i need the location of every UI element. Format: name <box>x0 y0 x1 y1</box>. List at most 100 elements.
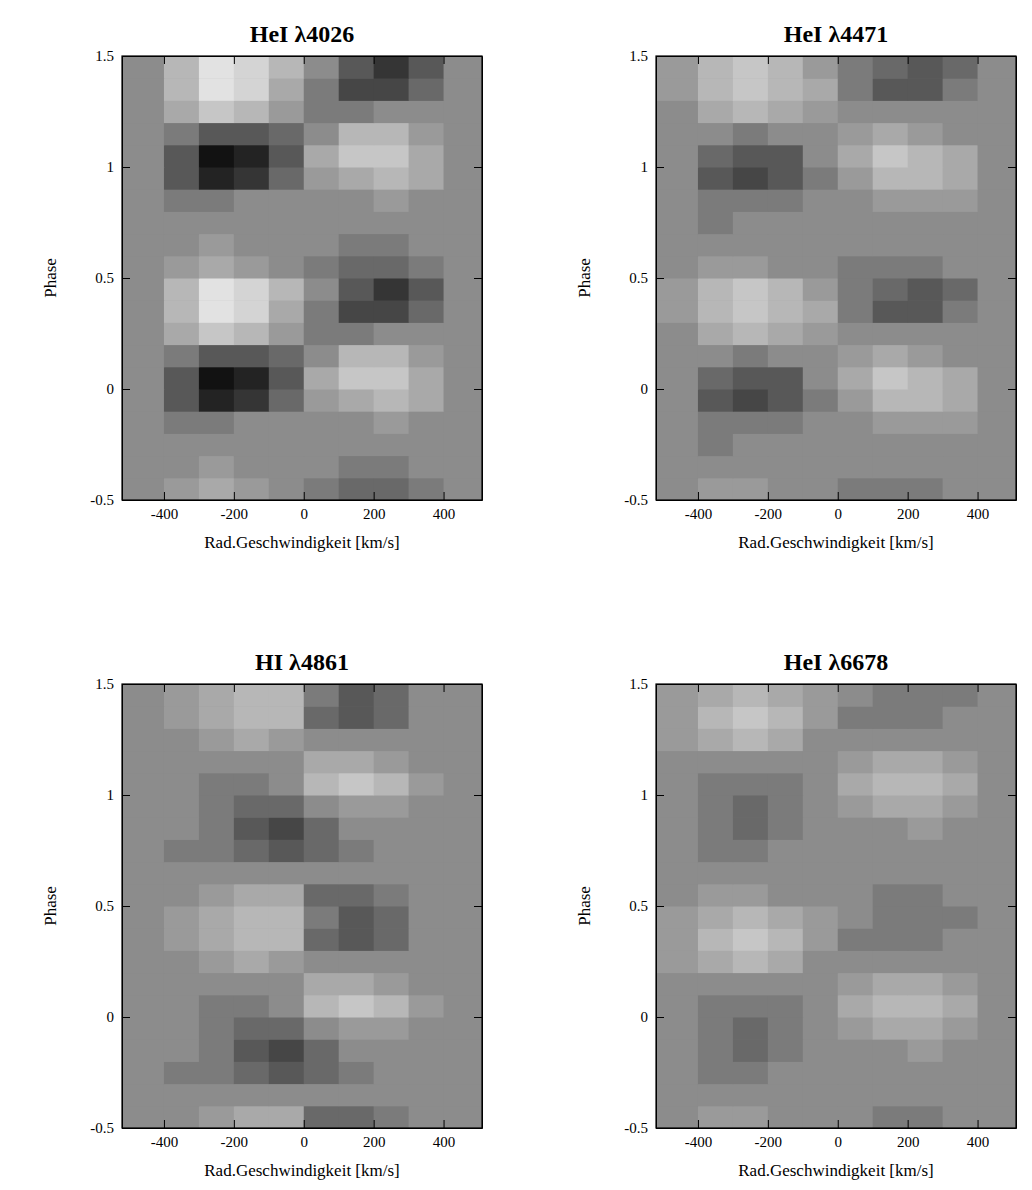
heatmap-cell <box>304 145 339 168</box>
plot-frame <box>122 56 482 500</box>
heatmap-cell <box>304 389 339 412</box>
tick-mark <box>234 1120 235 1128</box>
heatmap-cell <box>943 411 978 434</box>
heatmap-cell <box>656 167 698 190</box>
tick <box>908 684 909 692</box>
heatmap-cell <box>122 706 164 729</box>
heatmap-cell <box>873 478 908 500</box>
tick-label: 0 <box>834 1134 842 1150</box>
tick-mark <box>656 56 664 57</box>
heatmap-cell <box>908 817 943 840</box>
heatmap-cell <box>304 367 339 390</box>
heatmap-cell <box>164 145 199 168</box>
heatmap-cell <box>656 123 698 146</box>
heatmap-cell <box>873 300 908 323</box>
heatmap-cell <box>873 367 908 390</box>
heatmap-cell <box>698 839 733 862</box>
heatmap-cell <box>164 728 199 751</box>
heatmap-cell <box>269 906 304 929</box>
heatmap-cell <box>838 795 873 818</box>
heatmap-cell <box>943 211 978 234</box>
heatmap-cell <box>656 145 698 168</box>
heatmap-cell <box>269 300 304 323</box>
heatmap-cell <box>199 950 234 973</box>
tick-label: 1 <box>641 159 649 175</box>
heatmap-cell <box>199 322 234 345</box>
heatmap-cell <box>304 1084 339 1107</box>
tick <box>1008 278 1016 279</box>
heatmap-cell <box>698 1039 733 1062</box>
heatmap-cell <box>199 973 234 996</box>
heatmap-cell <box>803 862 838 885</box>
heatmap-cell <box>269 456 304 479</box>
heatmap-cell <box>873 189 908 212</box>
tick-mark <box>474 1017 482 1018</box>
heatmap-cell <box>908 928 943 951</box>
heatmap-cell <box>698 1106 733 1128</box>
heatmap-cell <box>873 928 908 951</box>
heatmap-cell <box>656 389 698 412</box>
heatmap-cell <box>374 1039 409 1062</box>
heatmap-cell <box>838 884 873 907</box>
heatmap-cell <box>838 189 873 212</box>
heatmap-cell <box>304 1061 339 1084</box>
tick-mark <box>234 684 235 692</box>
tick-mark <box>122 1017 130 1018</box>
cells <box>122 56 482 500</box>
heatmap-cell <box>733 300 768 323</box>
heatmap-cell <box>768 189 803 212</box>
heatmap-cell <box>656 773 698 796</box>
tick-mark <box>1008 56 1016 57</box>
heatmap-cell <box>304 167 339 190</box>
heatmap-cell <box>908 862 943 885</box>
heatmap-cell <box>943 56 978 79</box>
heatmap-cell <box>698 906 733 929</box>
heatmap-cell <box>374 322 409 345</box>
axis-line <box>123 500 483 501</box>
heatmap-cell <box>978 389 1016 412</box>
heatmap-cell <box>199 78 234 101</box>
heatmap-cell <box>656 100 698 123</box>
tick-mark <box>474 56 482 57</box>
heatmap-cell <box>164 751 199 774</box>
heatmap-cell <box>978 995 1016 1018</box>
heatmap-cell <box>733 950 768 973</box>
heatmap-cell <box>656 411 698 434</box>
heatmap-cell <box>698 123 733 146</box>
heatmap-cell <box>409 950 444 973</box>
heatmap-cell <box>908 211 943 234</box>
heatmap-cell <box>409 123 444 146</box>
heatmap-cell <box>733 1039 768 1062</box>
heatmap-cell <box>943 389 978 412</box>
x-axis-title: Rad.Geschwindigkeit [km/s] <box>204 1161 399 1180</box>
heatmap-cell <box>768 795 803 818</box>
heatmap-cell <box>234 950 269 973</box>
heatmap-cell <box>444 795 482 818</box>
heatmap-cell <box>838 256 873 279</box>
heatmap-cell <box>803 189 838 212</box>
heatmap-cell <box>768 78 803 101</box>
heatmap-cell <box>768 256 803 279</box>
axis-line <box>123 56 483 57</box>
heatmap-cell <box>733 345 768 368</box>
heatmap-cell <box>199 167 234 190</box>
heatmap-cell <box>803 389 838 412</box>
heatmap-cell <box>304 906 339 929</box>
heatmap-cell <box>943 234 978 257</box>
tick-label: -200 <box>221 506 249 522</box>
heatmap-cell <box>164 367 199 390</box>
heatmap-cell <box>234 100 269 123</box>
tick: 200 <box>363 1120 386 1150</box>
heatmap-cell <box>733 433 768 456</box>
heatmap-cell <box>164 773 199 796</box>
heatmap-cell <box>374 839 409 862</box>
heatmap-cell <box>873 345 908 368</box>
tick-mark <box>1008 795 1016 796</box>
heatmap-cell <box>698 1061 733 1084</box>
heatmap-cell <box>943 123 978 146</box>
tick-mark <box>838 492 839 500</box>
heatmap-cell <box>304 839 339 862</box>
heatmap-cell <box>304 433 339 456</box>
heatmap-cell <box>656 995 698 1018</box>
tick-mark <box>1008 1017 1016 1018</box>
